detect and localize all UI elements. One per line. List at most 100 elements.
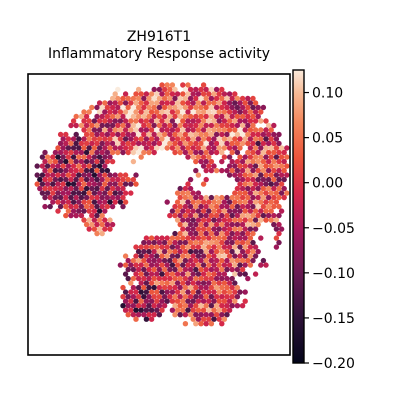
tissue-spot [190,118,196,124]
tissue-spot [206,226,212,232]
tissue-spot [115,131,121,138]
tissue-spot [125,131,131,138]
tissue-spot [203,212,209,219]
tissue-spot [99,203,105,210]
tissue-spot [94,230,100,237]
tissue-spot [96,181,103,187]
tissue-spot [224,257,230,264]
tissue-spot [89,149,95,156]
tissue-spot [258,217,264,223]
tissue-spot [112,118,118,124]
tissue-spot [115,122,121,129]
tissue-spot [234,221,241,228]
tissue-spot [250,167,256,174]
tissue-spot [156,131,163,138]
tissue-spot [76,172,82,178]
tissue-spot [224,312,230,318]
tissue-spot [258,199,264,205]
tissue-spot [252,208,259,214]
tissue-spot [203,194,209,201]
tissue-spot [112,199,118,205]
tissue-spot [148,289,155,295]
tissue-spot [255,104,261,111]
tissue-spot [193,303,199,309]
tissue-spot [190,298,196,304]
tissue-spot [174,262,181,268]
tissue-spot [206,163,212,169]
tissue-spot [252,271,259,277]
tissue-spot [278,181,285,187]
tissue-spot [120,122,126,129]
tissue-spot [138,136,144,142]
tissue-spot [211,235,217,241]
tissue-spot [174,100,181,106]
tissue-spot [120,113,126,120]
tissue-spot [180,307,186,313]
tissue-spot [89,203,95,210]
tissue-spot [242,289,248,295]
tissue-spot [234,294,241,300]
tissue-spot [122,181,129,187]
tissue-spot [104,104,111,111]
tissue-spot [245,95,251,102]
tissue-spot [117,145,124,151]
tissue-spot [219,257,225,264]
tissue-spot [185,91,191,97]
tissue-spot [190,208,196,214]
tissue-spot [57,158,64,165]
tissue-spot [208,230,215,237]
tissue-spot [180,217,186,223]
tissue-spot [211,136,217,142]
tissue-spot [203,158,209,165]
tissue-spot [161,140,168,147]
tissue-spot [208,275,215,282]
tissue-spot [224,230,230,237]
tissue-spot [193,312,199,318]
tissue-spot [112,100,118,106]
tissue-spot [185,307,191,313]
tissue-spot [159,109,165,115]
tissue-spot [159,253,165,259]
tissue-spot [234,266,241,273]
tissue-spot [159,91,165,97]
tissue-spot [226,208,233,214]
tissue-spot [273,244,280,250]
tissue-spot [221,235,228,241]
tissue-spot [159,235,165,241]
tissue-spot [159,271,165,277]
tissue-spot [99,230,105,237]
tissue-spot [203,230,209,237]
tissue-spot [96,208,103,214]
tissue-spot [252,118,259,124]
tissue-spot [263,172,269,178]
tissue-spot [172,104,178,111]
tissue-spot [211,226,217,232]
tissue-spot [148,145,155,151]
tissue-spot [247,109,254,115]
tissue-spot [89,167,95,174]
tissue-spot [226,118,233,124]
tissue-spot [169,118,176,124]
tissue-spot [221,109,228,115]
tissue-spot [60,154,66,160]
tissue-spot [55,208,61,214]
tissue-spot [247,217,254,223]
tissue-spot [213,86,220,93]
tissue-spot [70,118,77,124]
tissue-spot [70,199,77,205]
tissue-spot [232,145,238,151]
tissue-spot [245,122,251,129]
tissue-spot [174,118,181,124]
tissue-spot [239,194,246,201]
tissue-spot [213,221,220,228]
tissue-spot [37,185,43,192]
tissue-spot [55,190,61,196]
tissue-spot [232,253,238,259]
tissue-spot [65,199,72,205]
tissue-spot [91,190,98,196]
tissue-spot [182,185,189,192]
tissue-spot [146,248,152,255]
tissue-spot [198,248,204,255]
tissue-spot [133,316,139,322]
tissue-spot [81,109,87,115]
